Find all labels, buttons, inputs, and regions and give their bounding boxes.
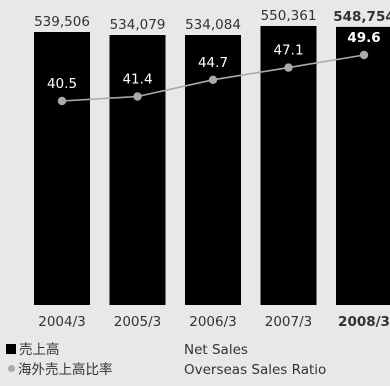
bar-0: [34, 32, 90, 305]
line-point-1: [133, 92, 142, 101]
bar-value-label-1: 534,079: [110, 17, 166, 33]
bar-swatch-icon: [6, 344, 16, 354]
line-point-0: [57, 96, 67, 106]
legend-label-net-sales-en: Net Sales: [184, 342, 248, 358]
line-point-4: [359, 50, 369, 60]
legend-label-net-sales-ja: 売上高: [19, 342, 60, 358]
bar-value-label-4: 548,754: [333, 9, 390, 25]
x-tick-label-2: 2006/3: [189, 314, 237, 330]
bar-4: [336, 26, 390, 306]
line-value-label-2: 44.7: [198, 55, 228, 71]
x-tick-label-3: 2007/3: [265, 314, 313, 330]
x-tick-label-4: 2008/3: [338, 314, 390, 330]
line-value-label-1: 41.4: [122, 72, 152, 88]
dot-swatch-icon: [8, 365, 15, 372]
bar-2: [185, 35, 241, 305]
legend: 売上高 Net Sales 海外売上高比率 Overseas Sales Rat…: [6, 340, 386, 380]
bar-1: [109, 35, 166, 305]
legend-item-net-sales: 売上高 Net Sales: [6, 340, 386, 360]
bar-3: [260, 26, 317, 305]
bar-value-label-3: 550,361: [261, 8, 317, 24]
line-value-label-0: 40.5: [47, 76, 77, 92]
x-tick-label-1: 2005/3: [114, 314, 162, 330]
x-tick-label-0: 2004/3: [38, 314, 86, 330]
legend-item-overseas-ratio: 海外売上高比率 Overseas Sales Ratio: [6, 360, 386, 380]
chart: 539,506 534,079 534,084 550,361 548,754 2004/…: [34, 8, 390, 330]
line-point-3: [284, 63, 293, 72]
line-value-label-3: 47.1: [273, 43, 303, 59]
line-value-label-4: 49.6: [347, 30, 380, 46]
bar-value-label-2: 534,084: [185, 17, 241, 33]
legend-label-overseas-ratio-en: Overseas Sales Ratio: [184, 362, 327, 378]
bar-value-label-0: 539,506: [34, 14, 90, 30]
legend-label-overseas-ratio-ja: 海外売上高比率: [18, 362, 113, 378]
line-point-2: [208, 75, 218, 85]
